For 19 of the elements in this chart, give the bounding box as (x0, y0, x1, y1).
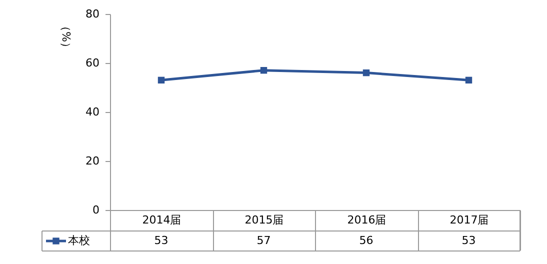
y-tick-label: 60 (86, 56, 100, 70)
point (158, 76, 165, 84)
data-label: 53 (462, 234, 476, 247)
y-tick-label: 0 (92, 204, 100, 216)
point (465, 76, 472, 84)
data-label: 53 (154, 234, 168, 247)
data-label: 56 (359, 234, 374, 247)
x-tick-label: 2017届 (450, 214, 489, 226)
x-tick-label: 2014届 (142, 214, 182, 226)
y-tick-label: 40 (86, 106, 100, 118)
x-tick-label: 2015届 (244, 214, 284, 226)
x-tick-label: 2016届 (347, 214, 386, 226)
y-tick-label: 80 (86, 8, 100, 20)
point (362, 69, 370, 76)
y-tick-label: 20 (86, 154, 100, 168)
legend-label: 本校 (68, 234, 90, 247)
point (260, 66, 268, 74)
data-label: 57 (256, 234, 271, 247)
y-axis-title: （%） (60, 20, 72, 53)
